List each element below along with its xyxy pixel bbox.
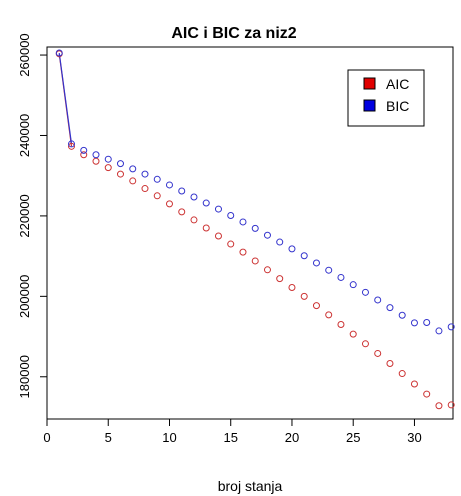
y-axis: 180000 200000 220000 240000 260000 (17, 33, 47, 398)
bic-legend-swatch (363, 99, 376, 112)
x-tick-label: 25 (346, 430, 360, 445)
aic-data-point (178, 208, 186, 216)
bic-data-point (141, 170, 149, 178)
bic-data-point (251, 224, 259, 232)
y-tick-label: 240000 (17, 114, 32, 157)
bic-data-point (116, 160, 124, 168)
bic-data-point (410, 319, 418, 327)
plot-border (46, 46, 454, 420)
bic-data-point (190, 193, 198, 201)
aic-data-point (239, 248, 247, 256)
bic-data-point (435, 327, 443, 335)
legend: AIC BIC (347, 69, 425, 127)
aic-data-point (398, 370, 406, 378)
x-tick-label: 10 (162, 430, 176, 445)
aic-data-point (374, 349, 382, 357)
aic-data-point (214, 232, 222, 240)
aic-data-point (92, 157, 100, 165)
bic-data-point (300, 252, 308, 260)
bic-data-point (92, 151, 100, 159)
y-tick-label: 200000 (17, 275, 32, 318)
bic-data-point (398, 311, 406, 319)
aic-data-point (410, 380, 418, 388)
bic-connector-line (58, 52, 73, 145)
x-axis-label: broj stanja (218, 478, 283, 494)
aic-data-point (325, 311, 333, 319)
aic-data-point (165, 200, 173, 208)
bic-data-point (239, 218, 247, 226)
bic-data-point (214, 205, 222, 213)
x-tick-label: 15 (223, 430, 237, 445)
aic-data-point (104, 164, 112, 172)
x-tick-label: 30 (407, 430, 421, 445)
x-tick-label: 20 (285, 430, 299, 445)
bic-data-point (337, 273, 345, 281)
aic-data-point (227, 240, 235, 248)
aic-data-point (251, 257, 259, 265)
aic-legend-label: AIC (386, 76, 409, 92)
series-layer (55, 49, 455, 410)
bic-data-point (263, 231, 271, 239)
aic-data-point (312, 302, 320, 310)
aic-data-point (80, 151, 88, 159)
plot-frame (46, 46, 454, 420)
y-tick-label: 260000 (17, 33, 32, 76)
aic-legend-swatch (363, 77, 376, 90)
bic-data-point (447, 323, 455, 331)
x-tick-label: 0 (43, 430, 50, 445)
bic-data-point (178, 187, 186, 195)
bic-data-point (227, 212, 235, 220)
aic-data-point (67, 142, 75, 150)
bic-data-point (386, 304, 394, 312)
x-tick-label: 5 (105, 430, 112, 445)
bic-data-point (55, 49, 63, 57)
aic-data-point (129, 177, 137, 185)
bic-data-point (288, 245, 296, 253)
bic-data-point (80, 146, 88, 154)
aic-data-point (361, 340, 369, 348)
chart-title: AIC i BIC za niz2 (171, 25, 296, 42)
aic-data-point (423, 390, 431, 398)
aic-data-point (337, 320, 345, 328)
bic-legend-label: BIC (386, 98, 409, 114)
bic-data-point (325, 266, 333, 274)
y-tick-label: 180000 (17, 355, 32, 398)
bic-data-point (67, 140, 75, 148)
aic-data-point (153, 192, 161, 200)
aic-data-point (263, 266, 271, 274)
aic-data-point (141, 185, 149, 193)
bic-data-point (423, 318, 431, 326)
aic-data-point (435, 402, 443, 410)
aic-data-point (288, 283, 296, 291)
bic-data-point (361, 288, 369, 296)
aic-data-point (386, 360, 394, 368)
aic-data-point (447, 401, 455, 409)
aic-data-point (202, 224, 210, 232)
aic-data-point (190, 216, 198, 224)
aic-data-point (116, 170, 124, 178)
bic-data-point (129, 165, 137, 173)
y-tick-label: 220000 (17, 194, 32, 237)
bic-data-point (165, 181, 173, 189)
bic-data-point (349, 281, 357, 289)
bic-data-point (312, 259, 320, 267)
x-axis: 0 5 10 15 20 25 30 (43, 419, 422, 445)
bic-data-point (153, 175, 161, 183)
aic-data-point (276, 275, 284, 283)
bic-data-point (374, 296, 382, 304)
bic-data-point (202, 199, 210, 207)
aic-data-point (300, 292, 308, 300)
bic-data-point (104, 155, 112, 163)
bic-data-point (276, 238, 284, 246)
aic-data-point (349, 330, 357, 338)
